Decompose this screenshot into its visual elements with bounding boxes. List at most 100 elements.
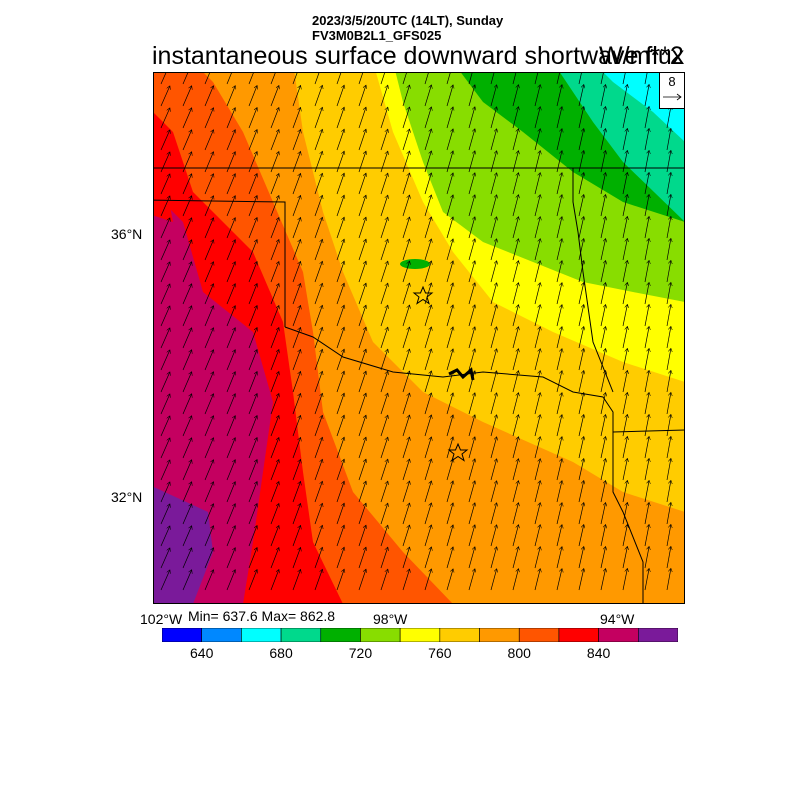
wind-arrow bbox=[204, 306, 214, 327]
wind-arrow bbox=[402, 569, 410, 591]
wind-arrow bbox=[446, 525, 453, 547]
wind-arrow bbox=[204, 482, 214, 503]
lon-label: 98°W bbox=[373, 611, 408, 627]
header-model: FV3M0B2L1_GFS025 bbox=[312, 28, 442, 43]
wind-arrow bbox=[270, 218, 279, 239]
wind-arrow bbox=[270, 460, 279, 481]
wind-arrow bbox=[666, 150, 671, 173]
wind-arrow bbox=[336, 72, 342, 85]
wind-arrow bbox=[512, 415, 519, 437]
wind-arrow bbox=[446, 85, 453, 107]
wind-arrow bbox=[314, 503, 322, 525]
wind-arrow bbox=[182, 262, 192, 283]
wind-arrow bbox=[358, 481, 366, 503]
wind-arrow bbox=[358, 107, 366, 129]
wind-arrow bbox=[468, 437, 475, 459]
wind-arrow bbox=[446, 239, 453, 261]
wind-arrow bbox=[666, 282, 671, 305]
wind-arrow bbox=[292, 547, 301, 569]
wind-arrow bbox=[512, 283, 519, 305]
wind-arrow bbox=[182, 174, 192, 195]
wind-arrow bbox=[402, 129, 410, 151]
units-label: W/m**2 bbox=[599, 42, 684, 70]
wind-arrow bbox=[160, 86, 170, 107]
wind-arrow bbox=[292, 107, 301, 129]
wind-arrow bbox=[248, 196, 257, 217]
wind-arrow bbox=[446, 173, 453, 195]
wind-arrow bbox=[402, 437, 410, 459]
wind-arrow bbox=[380, 327, 388, 349]
wind-arrow bbox=[512, 195, 519, 217]
wind-arrow bbox=[490, 107, 497, 129]
wind-arrow bbox=[248, 570, 257, 591]
wind-arrow bbox=[424, 569, 431, 591]
wind-arrow bbox=[446, 107, 453, 129]
wind-arrow bbox=[226, 130, 235, 151]
wind-arrow bbox=[490, 151, 497, 173]
wind-arrow bbox=[336, 239, 344, 261]
wind-arrow bbox=[534, 217, 540, 239]
wind-arrow bbox=[666, 436, 671, 459]
wind-arrow bbox=[248, 86, 257, 107]
map-border bbox=[153, 72, 685, 604]
wind-arrow bbox=[644, 436, 649, 459]
wind-arrow bbox=[226, 174, 235, 195]
wind-arrow bbox=[336, 173, 344, 195]
wind-arrow bbox=[248, 460, 257, 481]
wind-arrow bbox=[204, 196, 214, 217]
wind-arrow bbox=[402, 151, 410, 173]
wind-arrow bbox=[644, 282, 649, 305]
wind-arrow bbox=[380, 371, 388, 393]
wind-arrow bbox=[380, 261, 388, 283]
wind-arrow bbox=[556, 217, 562, 239]
wind-arrow bbox=[270, 328, 279, 349]
wind-arrow bbox=[490, 173, 497, 195]
wind-arrow bbox=[490, 481, 497, 503]
wind-arrow bbox=[226, 306, 235, 327]
wind-arrow bbox=[512, 371, 519, 393]
wind-arrow bbox=[182, 416, 192, 437]
wind-arrow bbox=[226, 372, 235, 393]
wind-arrow bbox=[534, 151, 540, 173]
wind-arrow bbox=[468, 151, 475, 173]
wind-arrow bbox=[556, 525, 562, 547]
wind-arrow bbox=[270, 240, 279, 261]
wind-arrow bbox=[600, 85, 606, 107]
colorbar-swatch bbox=[558, 628, 599, 642]
wind-arrow bbox=[622, 524, 627, 547]
wind-arrow bbox=[512, 239, 519, 261]
wind-arrow bbox=[160, 218, 170, 239]
wind-arrow bbox=[534, 415, 540, 437]
wind-arrow bbox=[468, 415, 475, 437]
wind-arrow bbox=[292, 393, 301, 415]
wind-arrow bbox=[358, 72, 364, 85]
wind-arrow bbox=[248, 372, 257, 393]
reference-vector-label: 8 bbox=[668, 74, 676, 89]
wind-arrow bbox=[336, 459, 344, 481]
wind-arrow bbox=[534, 107, 540, 129]
wind-arrow bbox=[182, 526, 192, 547]
wind-arrow bbox=[424, 525, 431, 547]
wind-arrow bbox=[204, 328, 214, 349]
wind-arrow bbox=[600, 173, 606, 195]
wind-arrow bbox=[380, 217, 388, 239]
wind-arrow bbox=[556, 393, 562, 415]
wind-arrow bbox=[248, 394, 257, 415]
wind-arrow bbox=[248, 72, 255, 85]
wind-arrow bbox=[534, 72, 539, 85]
wind-arrow bbox=[512, 107, 519, 129]
wind-arrow bbox=[512, 327, 519, 349]
wind-arrow bbox=[622, 436, 627, 459]
wind-arrow bbox=[446, 393, 453, 415]
wind-arrow bbox=[314, 393, 322, 415]
wind-arrow bbox=[380, 151, 388, 173]
wind-arrow bbox=[534, 481, 540, 503]
wind-arrow bbox=[600, 261, 606, 283]
wind-arrow bbox=[446, 547, 453, 569]
wind-arrow bbox=[248, 482, 257, 503]
wind-arrow bbox=[358, 239, 366, 261]
wind-arrow bbox=[424, 305, 431, 327]
wind-arrow bbox=[490, 349, 497, 371]
wind-arrow bbox=[534, 393, 540, 415]
wind-arrow bbox=[622, 150, 627, 173]
